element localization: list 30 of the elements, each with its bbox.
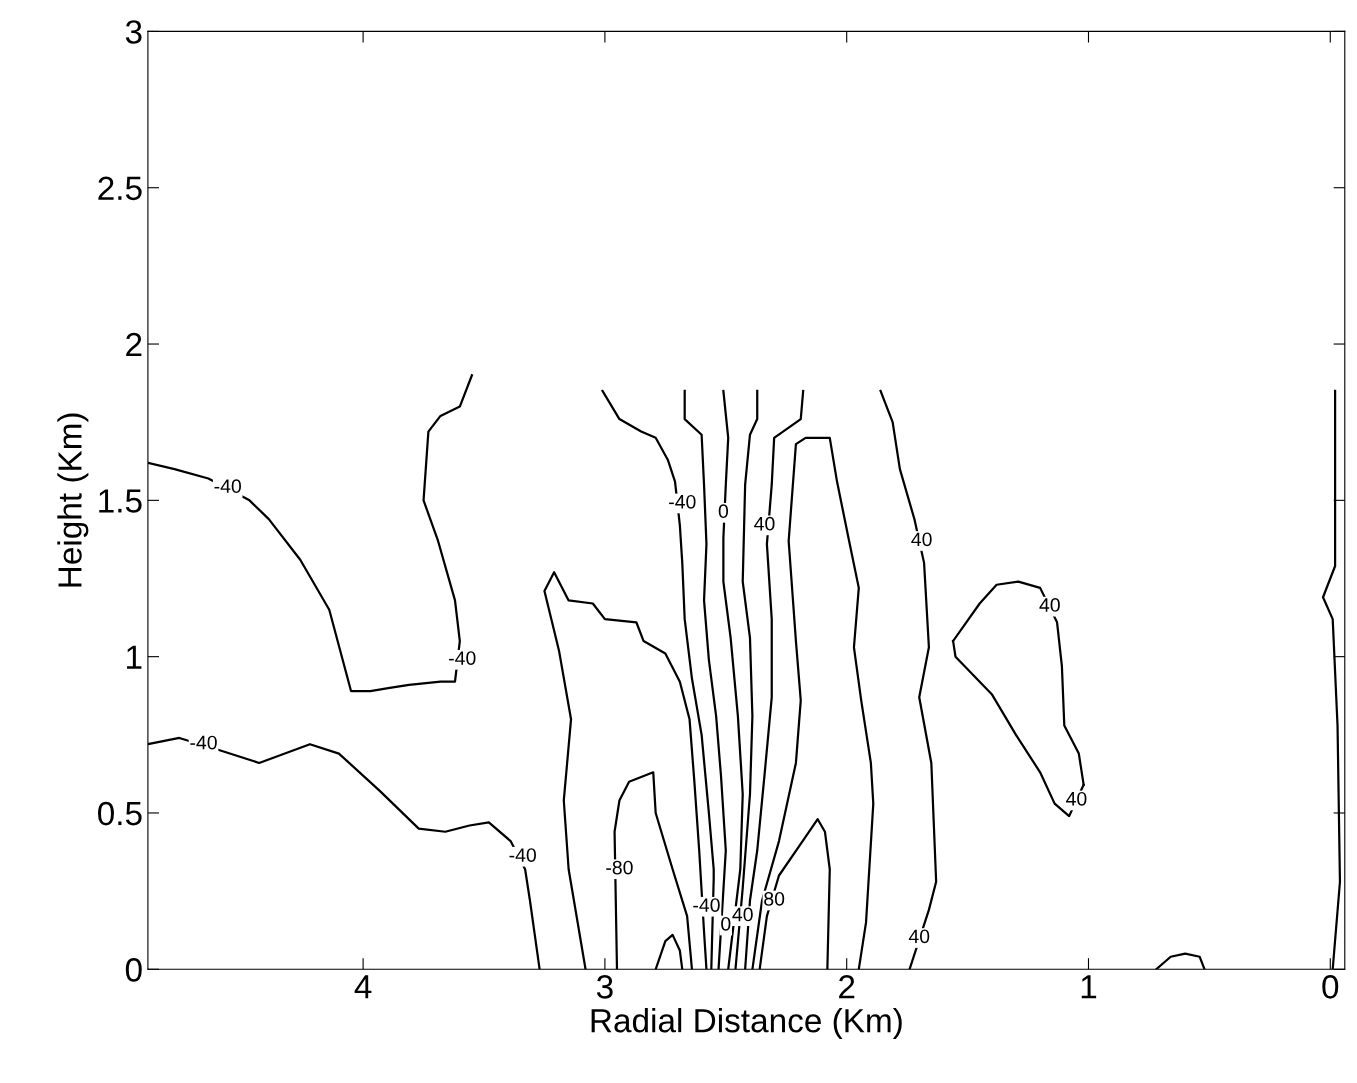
annotation: -80 bbox=[606, 860, 633, 875]
y-tick-label: 1.5 bbox=[99, 489, 142, 513]
annotation: -40 bbox=[693, 898, 720, 912]
x-tick-label: 3 bbox=[596, 975, 613, 999]
x-tick-label: 1 bbox=[1081, 975, 1097, 999]
x-tick-label: 0 bbox=[1322, 975, 1339, 999]
annotation: 40 bbox=[1039, 598, 1060, 612]
y-tick-label: 1 bbox=[127, 645, 142, 669]
annotation: -40 bbox=[449, 651, 476, 665]
annotation: 40 bbox=[1066, 791, 1087, 806]
x-axis-title: Radial Distance (Km) bbox=[591, 1008, 902, 1040]
annotation: -40 bbox=[214, 479, 241, 494]
annotation: 40 bbox=[732, 907, 753, 922]
y-tick-label: 3 bbox=[125, 20, 142, 44]
y-tick-label: 2.5 bbox=[98, 176, 142, 201]
y-tick-label: 2 bbox=[126, 332, 142, 357]
annotation: 0 bbox=[718, 504, 729, 519]
x-tick-label: 4 bbox=[354, 975, 372, 999]
annotation: 40 bbox=[908, 929, 930, 944]
annotation: -40 bbox=[190, 735, 217, 750]
annotation: 40 bbox=[911, 532, 932, 547]
y-tick-label: 0.5 bbox=[98, 801, 142, 826]
annotation: 40 bbox=[754, 516, 775, 531]
x-tick-label: 2 bbox=[839, 975, 855, 999]
y-axis-title: Height (Km) bbox=[57, 413, 89, 587]
y-tick-label: 0 bbox=[125, 958, 142, 982]
annotation: -40 bbox=[509, 848, 536, 862]
annotation: -40 bbox=[669, 494, 696, 509]
annotation: 80 bbox=[764, 891, 785, 906]
annotation: 0 bbox=[721, 916, 731, 931]
